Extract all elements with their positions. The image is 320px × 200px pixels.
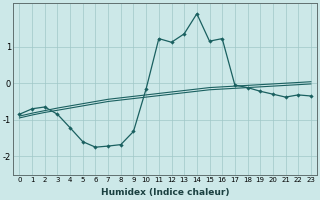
X-axis label: Humidex (Indice chaleur): Humidex (Indice chaleur) — [101, 188, 229, 197]
